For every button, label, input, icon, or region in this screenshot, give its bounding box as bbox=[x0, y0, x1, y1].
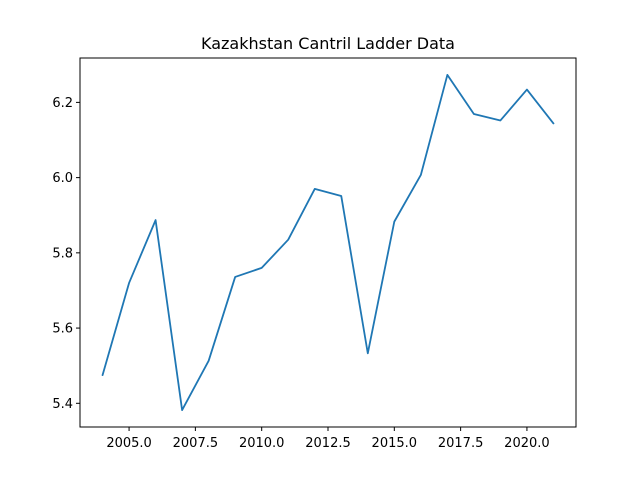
y-tick-label: 6.0 bbox=[52, 171, 73, 186]
y-tick-label: 5.6 bbox=[52, 322, 73, 337]
plot-frame bbox=[79, 57, 577, 428]
chart-title: Kazakhstan Cantril Ladder Data bbox=[201, 34, 455, 53]
x-tick-label: 2012.5 bbox=[305, 436, 351, 451]
series-layer bbox=[101, 74, 555, 411]
y-tick-label: 5.4 bbox=[52, 397, 73, 412]
series-line-0 bbox=[101, 74, 555, 411]
x-tick-label: 2020.0 bbox=[504, 436, 550, 451]
y-tick-label: 6.2 bbox=[52, 96, 73, 111]
y-axis-ticks: 5.4 5.6 5.8 6.0 6.2 bbox=[52, 96, 80, 412]
x-tick-label: 2017.5 bbox=[438, 436, 484, 451]
x-axis-ticks: 2005.0 2007.5 2010.0 2012.5 2015.0 2017.5 2020… bbox=[106, 427, 550, 451]
x-tick-label: 2015.0 bbox=[372, 436, 418, 451]
x-tick-label: 2007.5 bbox=[173, 436, 219, 451]
x-tick-label: 2010.0 bbox=[239, 436, 285, 451]
y-tick-label: 5.8 bbox=[52, 246, 73, 261]
x-tick-label: 2005.0 bbox=[106, 436, 152, 451]
